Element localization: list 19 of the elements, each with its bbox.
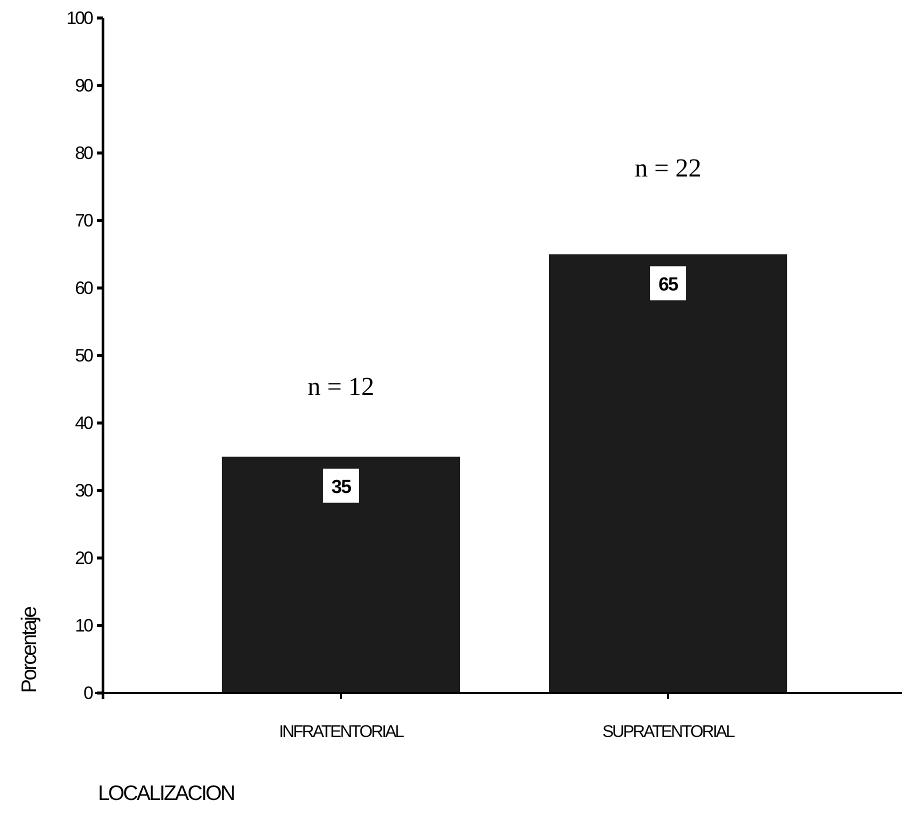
y-tick-label: 0	[83, 683, 94, 703]
y-tick-label: 60	[74, 278, 94, 298]
y-tick-label: 90	[74, 76, 94, 96]
y-tick-label: 100	[66, 8, 94, 28]
y-tick-label: 30	[74, 480, 94, 500]
data-label: 65	[658, 274, 680, 296]
y-tick-label: 10	[74, 616, 94, 636]
data-label: 35	[331, 476, 352, 498]
x-axis-title: LOCALIZACION	[98, 782, 234, 805]
y-tick-label: 80	[74, 143, 94, 163]
y-tick-label: 20	[74, 548, 94, 568]
x-tick-label: SUPRATENTORIAL	[602, 722, 735, 741]
y-tick-label: 50	[74, 346, 94, 366]
annotation: n = 22	[634, 153, 702, 182]
annotation: n = 12	[308, 372, 374, 401]
y-axis-title: Porcentaje	[18, 606, 41, 693]
y-tick-label: 70	[74, 210, 94, 230]
y-tick-label: 40	[74, 413, 94, 433]
x-tick-label: INFRATENTORIAL	[279, 722, 404, 741]
